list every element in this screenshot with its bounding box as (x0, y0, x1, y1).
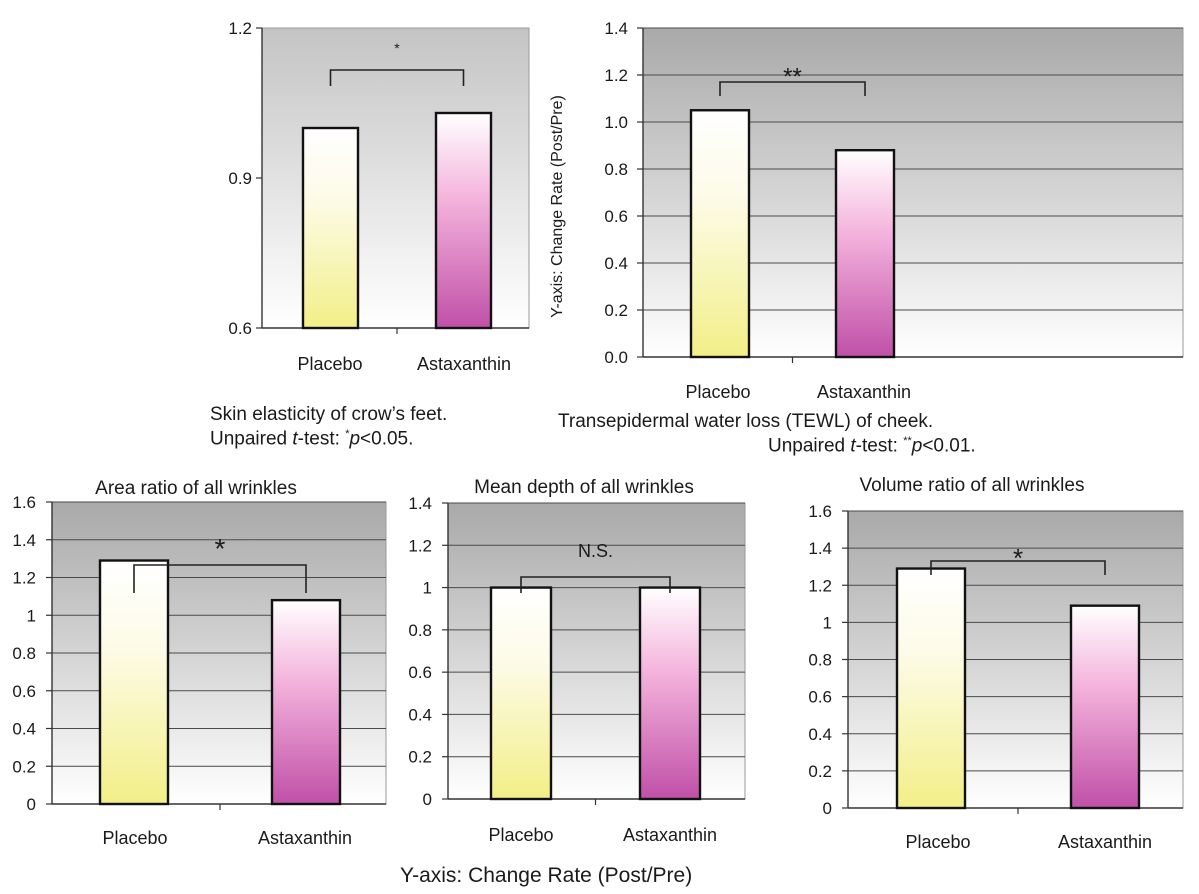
caption-part: p (911, 435, 923, 457)
y-tick-label-tewl: 0.4 (604, 254, 628, 273)
y-tick-label-tewl: 0.2 (604, 301, 628, 320)
chart-title-volume: Volume ratio of all wrinkles (860, 475, 1085, 496)
significance-label-tewl: ** (783, 63, 802, 90)
bar-elasticity-placebo (301, 126, 360, 330)
chart-title-area: Area ratio of all wrinkles (95, 478, 297, 499)
caption-part: t (292, 428, 298, 450)
caption-part: t (850, 435, 856, 457)
bar-volume-astaxanthin (1069, 604, 1141, 810)
y-tick-label-tewl: 1.2 (604, 66, 628, 85)
y-tick-label-volume: 1 (823, 613, 832, 632)
y-tick-label-depth: 1.4 (408, 494, 432, 513)
category-label-volume-placebo: Placebo (905, 832, 970, 852)
caption-part: * (345, 428, 350, 440)
caption-part: -test: (855, 435, 904, 457)
bar-depth-astaxanthin (638, 586, 702, 801)
y-tick-label-tewl: 0.6 (604, 207, 628, 226)
y-tick-label-elasticity: 1.2 (228, 19, 252, 38)
y-tick-label-volume: 0 (823, 799, 832, 818)
significance-label-area: * (215, 533, 226, 564)
significance-label-elasticity: * (394, 40, 400, 56)
bar-area-astaxanthin (270, 598, 342, 806)
y-tick-label-tewl: 0.8 (604, 160, 628, 179)
significance-bracket-volume (930, 560, 1106, 575)
y-tick-label-volume: 1.2 (808, 576, 832, 595)
category-label-depth-astaxanthin: Astaxanthin (623, 825, 717, 845)
significance-bracket-area (133, 564, 307, 593)
category-label-area-astaxanthin: Astaxanthin (258, 828, 352, 848)
y-tick-label-depth: 0 (423, 790, 432, 809)
y-tick-label-area: 0.2 (12, 757, 36, 776)
y-tick-label-volume: 1.6 (808, 502, 832, 521)
caption-part: Unpaired (768, 435, 851, 457)
y-tick-label-depth: 0.6 (408, 663, 432, 682)
category-label-tewl-placebo: Placebo (685, 382, 750, 402)
y-tick-label-area: 0.4 (12, 720, 36, 739)
caption-part: Unpaired (210, 428, 293, 450)
bar-elasticity-astaxanthin (434, 111, 493, 330)
tewl-test-caption: Unpaired t-test: **p<0.01. (768, 435, 976, 457)
y-tick-label-volume: 0.8 (808, 651, 832, 670)
category-label-volume-astaxanthin: Astaxanthin (1058, 832, 1152, 852)
caption-part: ** (903, 435, 912, 447)
tewl-caption: Transepidermal water loss (TEWL) of chee… (558, 411, 934, 432)
significance-label-volume: * (1013, 543, 1023, 573)
significance-bracket-depth (520, 576, 671, 593)
y-tick-label-volume: 1.4 (808, 539, 832, 558)
category-label-elasticity-placebo: Placebo (297, 354, 362, 374)
y-tick-label-tewl: 1.4 (604, 19, 628, 38)
elasticity-caption: Skin elasticity of crow’s feet. (210, 404, 448, 425)
y-tick-label-area: 1 (27, 606, 36, 625)
y-tick-label-depth: 0.8 (408, 621, 432, 640)
bar-tewl-placebo (689, 109, 751, 359)
y-tick-label-depth: 1 (423, 579, 432, 598)
y-tick-label-depth: 0.4 (408, 705, 432, 724)
elasticity-test-caption: Unpaired t-test: *p<0.05. (210, 428, 413, 450)
category-label-tewl-astaxanthin: Astaxanthin (817, 382, 911, 402)
category-label-depth-placebo: Placebo (488, 825, 553, 845)
bar-volume-placebo (895, 567, 967, 810)
significance-label-depth: N.S. (578, 541, 613, 561)
y-tick-label-elasticity: 0.9 (228, 169, 252, 188)
y-tick-label-depth: 0.2 (408, 748, 432, 767)
y-tick-label-area: 0.8 (12, 644, 36, 663)
caption-part: p (349, 428, 361, 450)
y-tick-label-tewl: 1.0 (604, 113, 628, 132)
y-tick-label-depth: 1.2 (408, 536, 432, 555)
category-label-area-placebo: Placebo (102, 828, 167, 848)
significance-bracket-tewl (719, 81, 866, 96)
category-label-elasticity-astaxanthin: Astaxanthin (417, 354, 511, 374)
y-tick-label-elasticity: 0.6 (228, 319, 252, 338)
caption-part: <0.05. (360, 428, 414, 450)
y-tick-label-volume: 0.6 (808, 688, 832, 707)
y-tick-label-area: 1.2 (12, 569, 36, 588)
bar-tewl-astaxanthin (834, 148, 896, 359)
y-tick-label-area: 0 (27, 795, 36, 814)
y-axis-label-tewl: Y-axis: Change Rate (Post/Pre) (549, 95, 566, 318)
y-tick-label-volume: 0.2 (808, 762, 832, 781)
caption-part: <0.01. (922, 435, 976, 457)
y-tick-label-area: 0.6 (12, 682, 36, 701)
bar-depth-placebo (489, 586, 553, 801)
bottom-axis-label: Y-axis: Change Rate (Post/Pre) (400, 864, 693, 887)
y-tick-label-tewl: 0.0 (604, 348, 628, 367)
significance-bracket-elasticity (329, 69, 465, 86)
y-tick-label-area: 1.4 (12, 531, 36, 550)
bar-area-placebo (98, 559, 170, 806)
y-tick-label-area: 1.6 (12, 493, 36, 512)
chart-title-depth: Mean depth of all wrinkles (474, 477, 694, 498)
caption-part: -test: (297, 428, 346, 450)
y-tick-label-volume: 0.4 (808, 725, 832, 744)
